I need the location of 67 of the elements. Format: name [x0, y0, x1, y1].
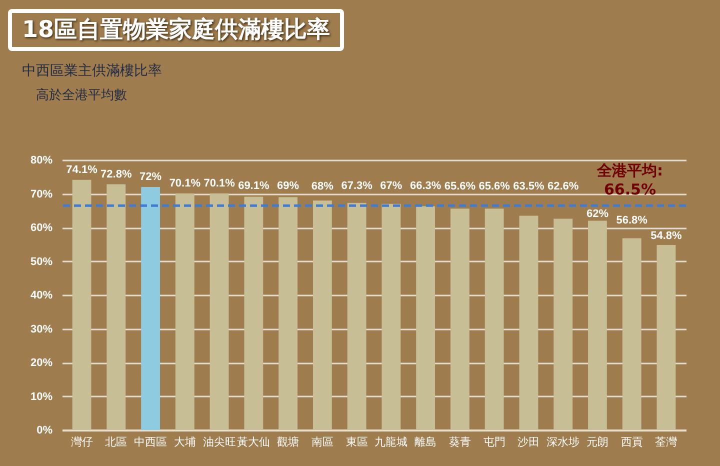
bar	[278, 197, 298, 430]
x-tick-label: 元朗	[586, 436, 608, 448]
y-tick-label: 80%	[30, 154, 53, 166]
data-label: 70.1%	[204, 177, 236, 190]
x-tick-label: 中西區	[134, 436, 168, 448]
data-label: 70.1%	[169, 177, 201, 190]
ref-line-label: 全港平均: 66.5%	[596, 162, 663, 199]
bar	[622, 238, 642, 430]
data-label: 69%	[277, 180, 300, 192]
bar	[484, 208, 504, 430]
x-tick-label: 沙田	[518, 436, 540, 448]
bar	[141, 187, 160, 430]
y-tick-label: 10%	[30, 390, 53, 403]
x-tick-label: 觀塘	[277, 436, 300, 448]
x-tick-label: 東區	[346, 436, 368, 448]
y-tick-label: 40%	[30, 290, 53, 302]
y-tick-label: 70%	[30, 188, 53, 200]
data-label: 56.8%	[616, 214, 648, 226]
data-label: 67.3%	[341, 180, 373, 192]
bar	[175, 193, 194, 430]
y-tick-label: 30%	[30, 323, 53, 336]
bar	[656, 245, 676, 430]
data-label: 62%	[586, 208, 609, 220]
bar	[588, 220, 607, 430]
data-label: 68%	[311, 180, 334, 192]
y-tick-label: 20%	[30, 357, 53, 369]
bar	[416, 206, 436, 430]
bar	[244, 196, 264, 430]
data-label: 67%	[380, 180, 402, 192]
x-tick-label: 葵青	[448, 436, 471, 448]
bar	[554, 218, 573, 430]
data-label: 74.1%	[66, 164, 98, 176]
x-tick-label: 西貢	[620, 436, 643, 448]
data-label: 69.1%	[238, 180, 270, 192]
bar	[347, 202, 366, 430]
data-label: 72%	[140, 171, 162, 183]
data-label: 62.6%	[547, 180, 579, 193]
data-label: 72.8%	[100, 168, 132, 180]
bar	[450, 208, 470, 430]
x-tick-label: 黃大仙	[237, 436, 270, 448]
bar	[210, 193, 229, 430]
bar	[312, 200, 332, 430]
bar	[106, 184, 126, 430]
x-tick-label: 北區	[105, 436, 128, 448]
x-tick-label: 南區	[311, 436, 334, 448]
data-label: 63.5%	[513, 180, 545, 193]
y-tick-label: 60%	[30, 222, 53, 234]
x-tick-label: 荃灣	[655, 436, 678, 448]
x-tick-label: 屯門	[483, 436, 506, 448]
text: 中西區業主供滿樓比率	[22, 62, 162, 80]
x-tick-label: 油尖旺	[202, 436, 236, 448]
x-tick-label: 灣仔	[70, 436, 93, 448]
x-tick-label: 大埔	[174, 436, 196, 448]
y-tick-label: 0%	[36, 424, 53, 436]
data-label: 54.8%	[650, 230, 682, 242]
data-label: 66.3%	[410, 180, 442, 192]
y-tick-label: 50%	[30, 256, 53, 268]
data-label: 65.6%	[478, 180, 510, 193]
x-tick-label: 九龍城	[374, 436, 408, 448]
x-tick-label: 深水埗	[546, 436, 580, 448]
text: 高於全港平均數	[36, 87, 127, 104]
chart-title: 18區自置物業家庭供滿樓比率	[8, 9, 344, 51]
bar	[519, 216, 538, 430]
bar	[72, 180, 92, 430]
bar	[382, 204, 401, 430]
data-label: 65.6%	[444, 180, 476, 193]
x-tick-label: 離島	[414, 436, 437, 448]
